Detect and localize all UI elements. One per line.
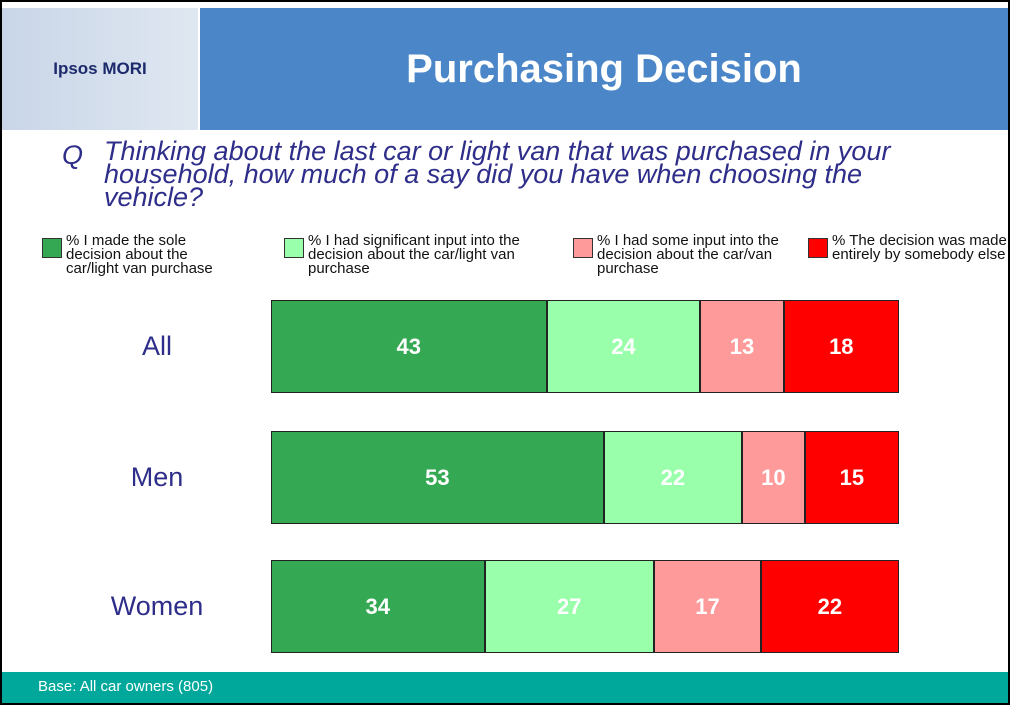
bar-segment [654,560,761,653]
bar-segment [546,300,701,393]
bar-segment [760,560,899,653]
logo-panel [2,8,198,130]
bar-segment [783,300,899,393]
value-label: 24 [611,333,636,359]
value-label: 22 [817,593,843,619]
bar-segment [484,560,655,653]
legend-label: % I made the sole decision about the car… [66,232,213,277]
value-label: 27 [557,593,582,619]
question-label: Q [62,140,84,170]
value-label: 53 [425,464,450,490]
value-label: 18 [829,333,854,359]
legend-swatch [42,238,62,258]
value-label: 43 [396,333,422,359]
value-label: 15 [839,464,865,490]
value-label: 17 [695,593,720,619]
category-label: Women [110,590,204,621]
chart-title: Purchasing Decision [406,46,802,91]
question: Thinking about the last car or light van… [104,136,891,212]
category-label: All [141,330,172,361]
bar-segment [271,431,604,524]
value-label: 34 [365,593,390,619]
footnote: Base: All car owners (805) [38,678,214,695]
legend-label: % The decision was made entirely by some… [832,232,1007,263]
logo: Ipsos MORI [53,59,147,78]
bar-segment [700,300,784,393]
value-label: 13 [729,333,755,359]
bar-segment [271,300,547,393]
category-label: Men [130,461,184,492]
legend-label: % I had some input into the decision abo… [597,232,779,277]
value-label: 10 [761,464,786,490]
value-label: 22 [660,464,686,490]
title-panel [200,8,1008,130]
legend-swatch [284,238,304,258]
bar-segment [271,560,485,653]
bar-segment [804,431,899,524]
bar-segment [742,431,805,524]
legend-label: % I had significant input into the decis… [308,232,520,277]
legend-swatch [808,238,828,258]
legend-swatch [573,238,593,258]
footer-bar [2,672,1008,703]
bar-segment [603,431,742,524]
